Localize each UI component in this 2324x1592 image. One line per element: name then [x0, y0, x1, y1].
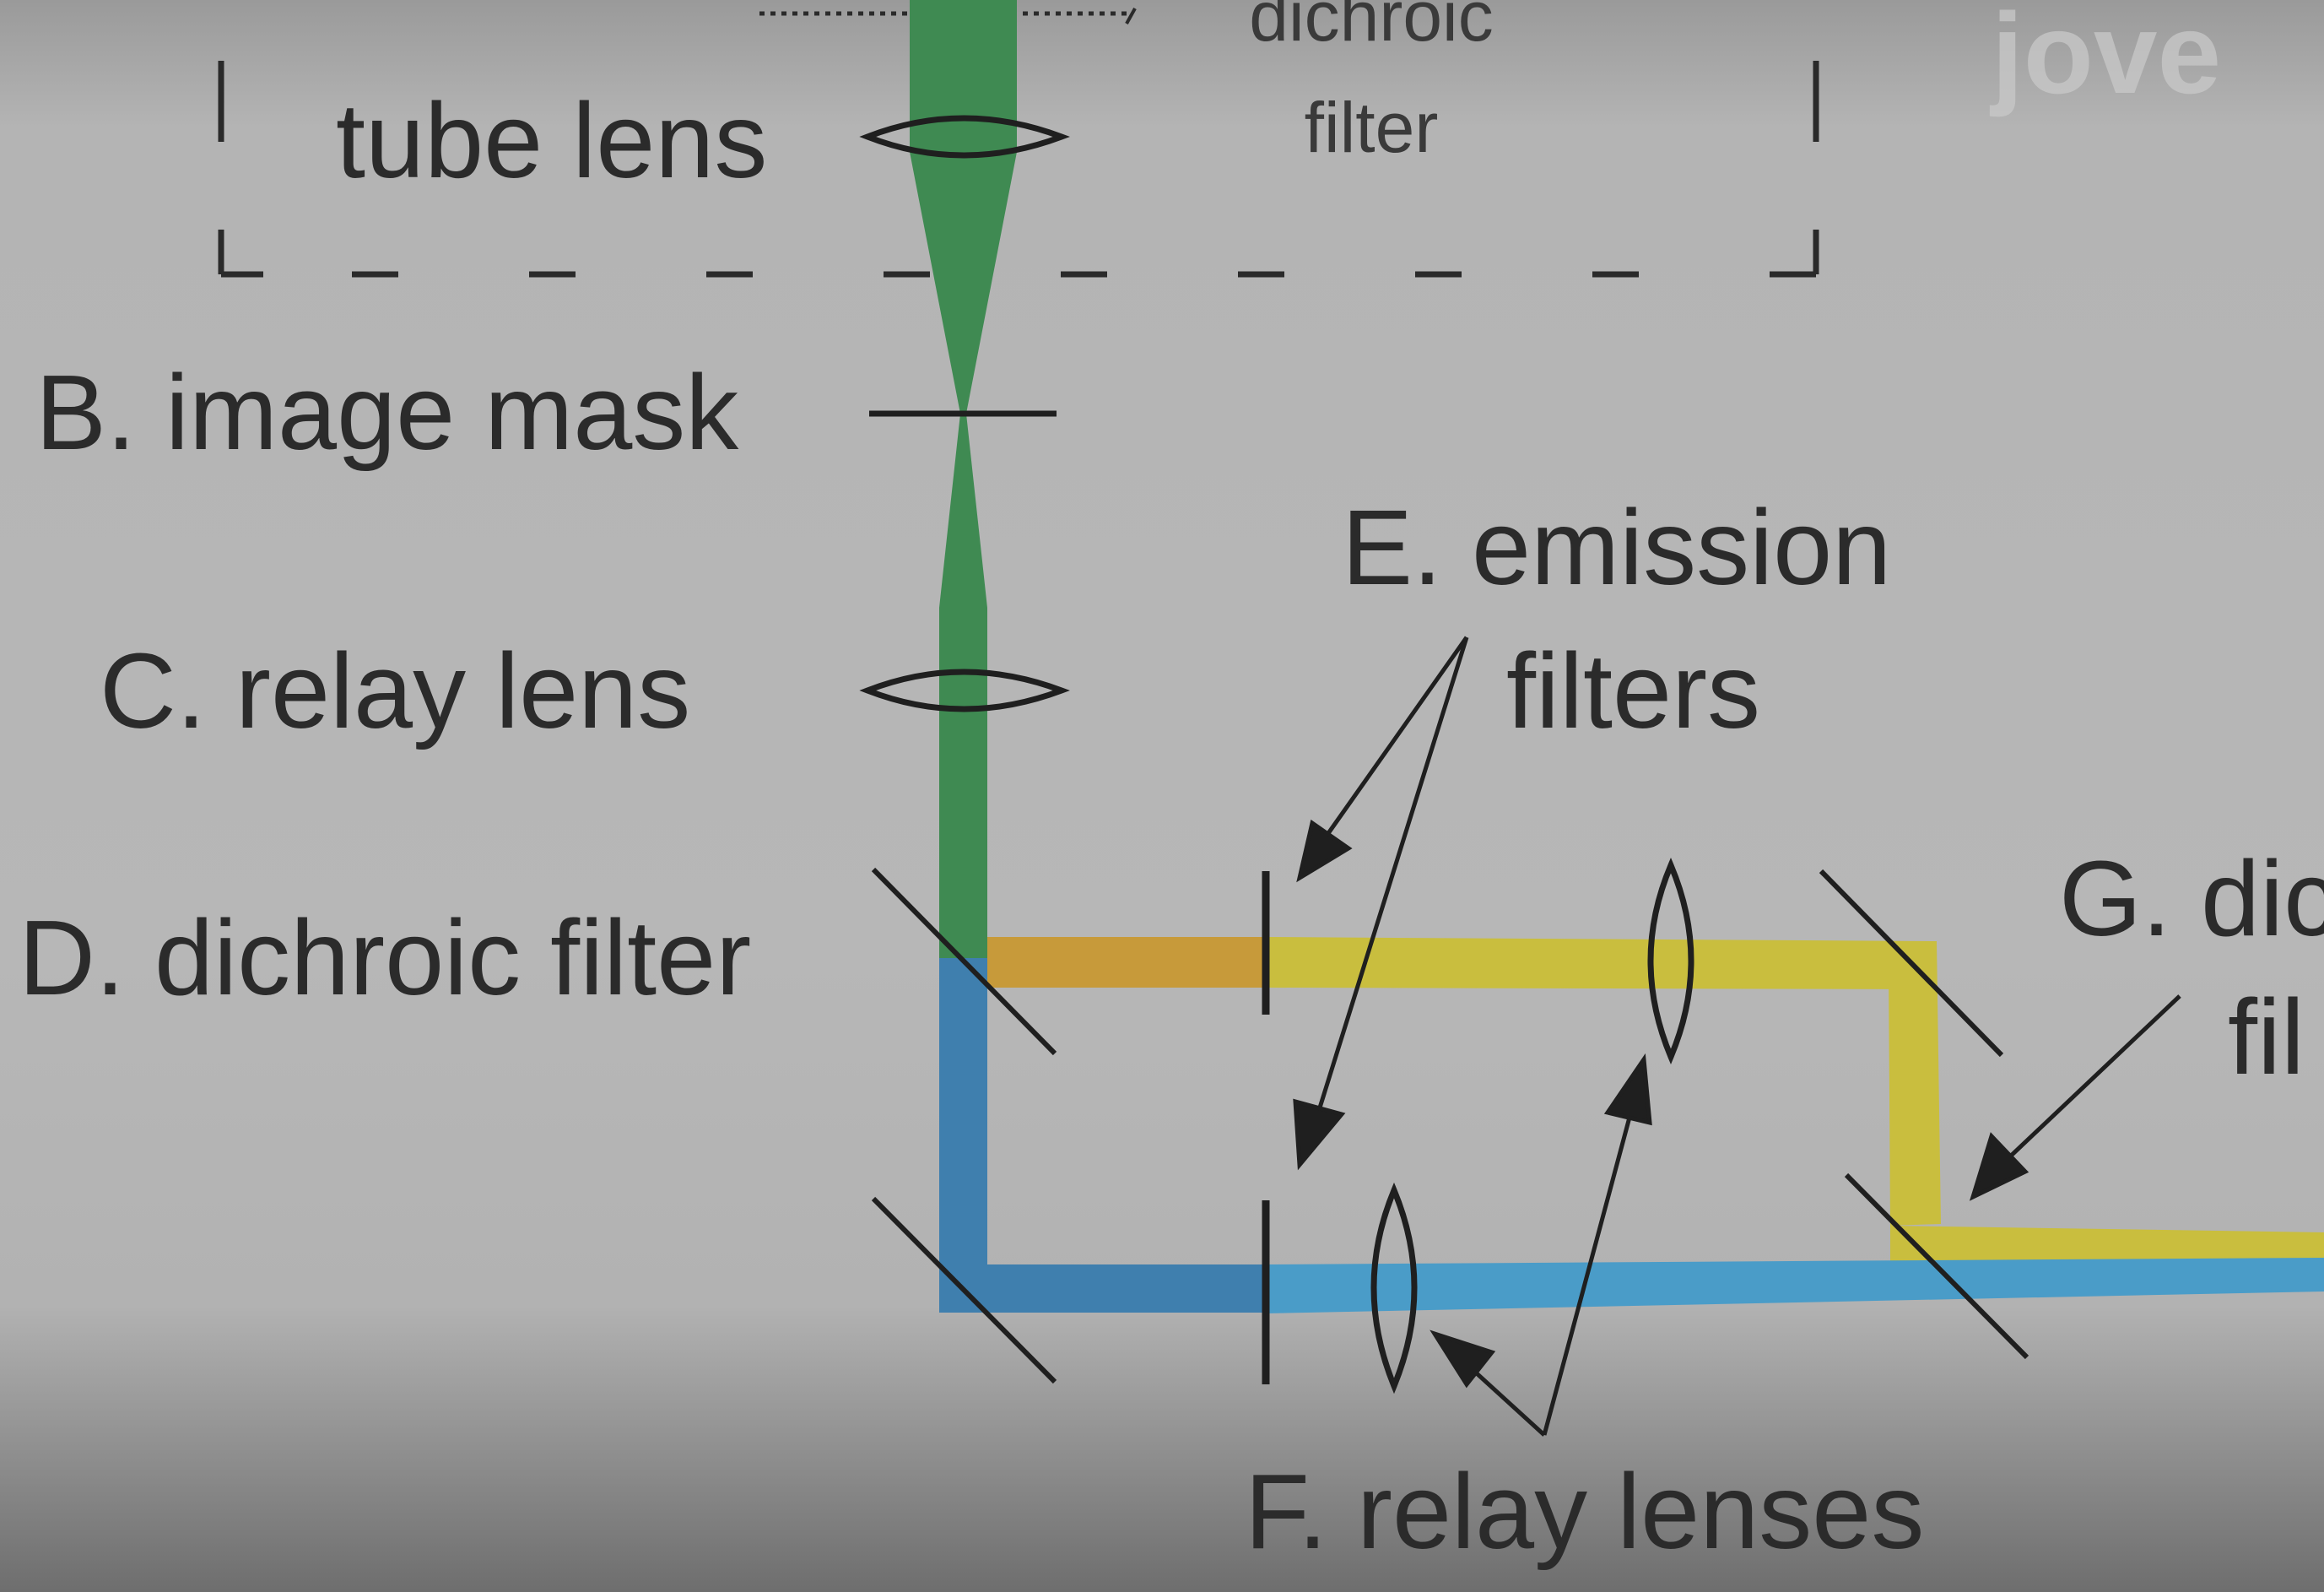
label-relay-lenses: F. relay lenses	[1245, 1452, 1924, 1571]
label-emission-line1: E. emission	[1342, 488, 1891, 607]
label-g-line1: G. dic	[2059, 839, 2324, 958]
relay-lens-lower-icon	[1370, 1182, 1418, 1394]
label-tube-lens: tube lens	[336, 81, 767, 200]
label-dichroic-filter: D. dichroic filter	[19, 898, 751, 1017]
arrow-g	[2007, 994, 2181, 1160]
yellow-beam-upper	[1266, 937, 1937, 989]
label-filter-top: filter	[1305, 88, 1439, 167]
relay-lens-icon	[859, 669, 1070, 712]
dichroic-filter-g-lower-icon	[1844, 1172, 2029, 1360]
arrowhead-g	[1969, 1132, 2029, 1201]
arrow-e-lower	[1314, 636, 1469, 1119]
blue-beam	[939, 958, 1283, 1313]
arrow-f-right	[1542, 1113, 1633, 1436]
orange-beam-segment	[987, 937, 1266, 988]
label-relay-lens: C. relay lens	[100, 631, 690, 750]
arrowhead-f-left	[1430, 1329, 1496, 1389]
dashed-module-box	[218, 61, 1819, 278]
mirror-lower-left-icon	[871, 1196, 1057, 1384]
label-dichroic-top: dichroic	[1249, 0, 1493, 56]
arrows	[1293, 636, 2181, 1437]
arrowhead-f-right	[1603, 1053, 1652, 1126]
arrowhead-e-upper	[1296, 819, 1353, 883]
arrow-f-left	[1467, 1364, 1546, 1437]
arrowhead-e-lower	[1293, 1098, 1346, 1171]
arrow-e-upper	[1318, 636, 1469, 846]
label-emission-line2: filters	[1506, 631, 1760, 750]
label-image-mask: B. image mask	[35, 353, 739, 472]
dichroic-filter-g-upper-icon	[1819, 869, 2004, 1058]
tube-lens-icon	[859, 115, 1070, 159]
green-beam	[910, 0, 1017, 971]
yellow-beam-vertical	[1889, 941, 1941, 1226]
label-g-line2: fil	[2228, 977, 2305, 1097]
relay-lens-upper-icon	[1647, 858, 1694, 1065]
dichroic-filter-d-icon	[871, 867, 1057, 1056]
jove-logo: jove	[1989, 0, 2221, 117]
light-blue-beam	[1266, 1258, 2324, 1313]
dichroic-pointer-line	[1125, 8, 1137, 24]
